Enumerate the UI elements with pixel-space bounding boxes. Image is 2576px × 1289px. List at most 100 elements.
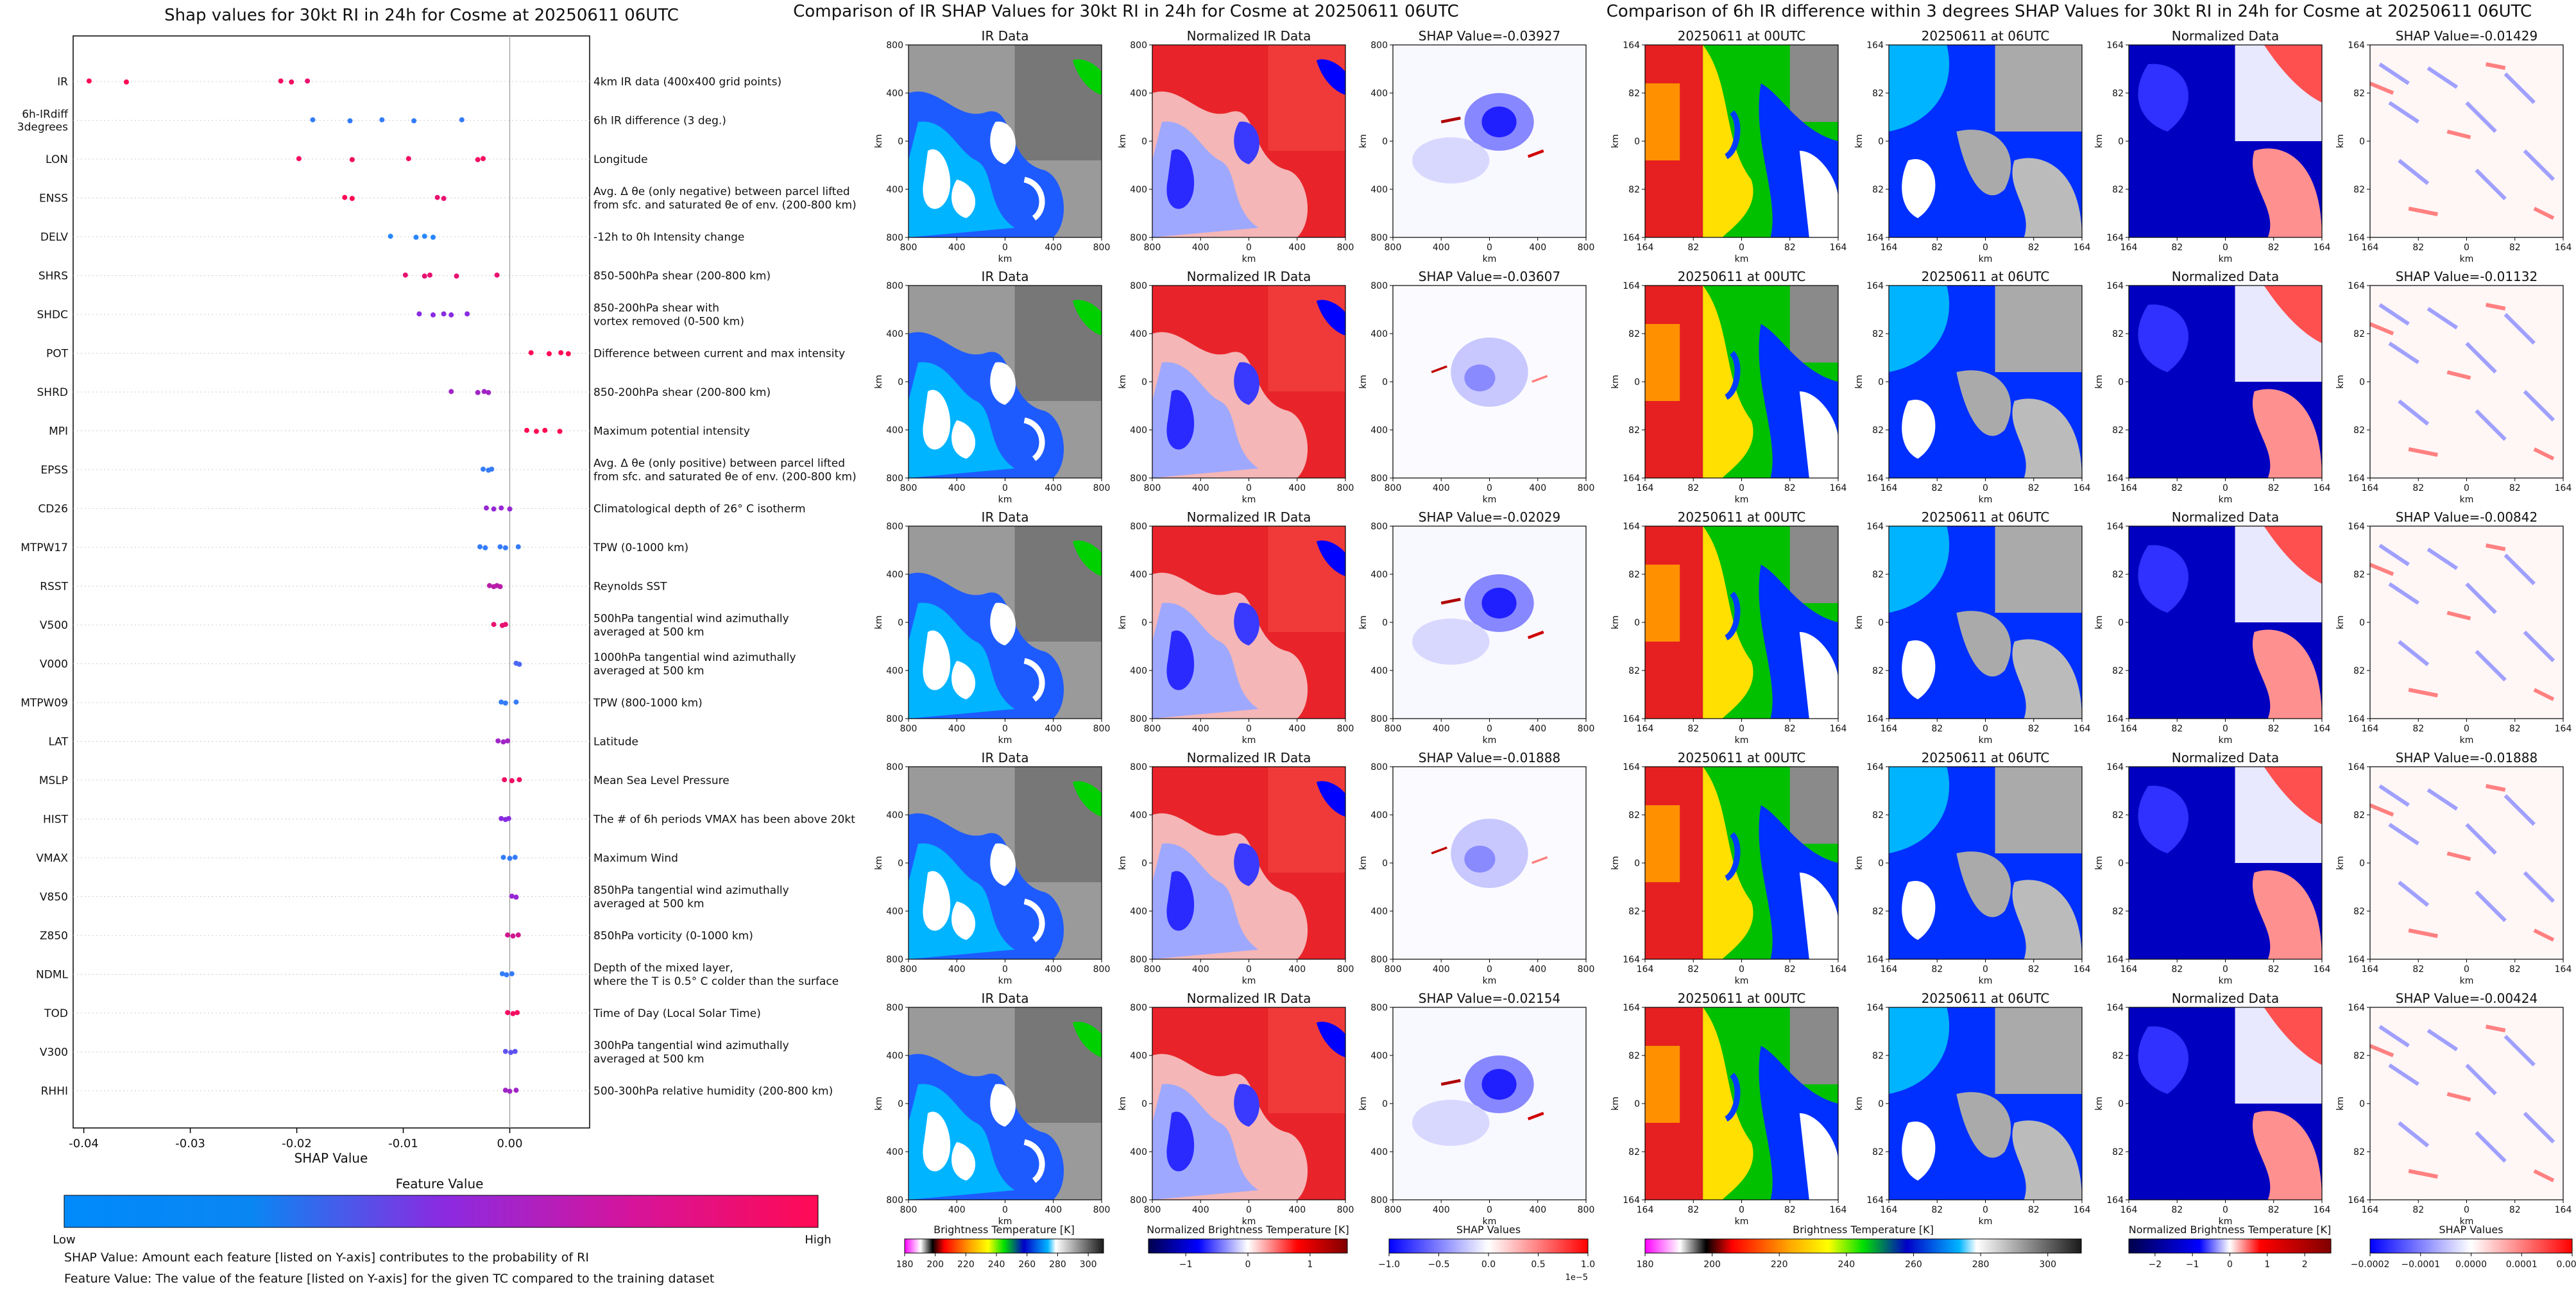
heatmap-image bbox=[2369, 525, 2564, 719]
panel-title: IR Data bbox=[982, 991, 1029, 1006]
irdiff-panel-grid: 20250611 at 00UTC 164 82 0 82 164 km 164 82 0 82 16… bbox=[1610, 28, 2572, 1227]
heatmap-image bbox=[2369, 44, 2564, 238]
shap-point bbox=[513, 1088, 519, 1093]
ir-panel: SHAP Value=-0.01888 800 400 0 400 800 km 800 400… bbox=[1358, 750, 1594, 986]
shap-point bbox=[486, 583, 492, 588]
x-tick-label: 164 bbox=[2362, 243, 2379, 253]
x-tick-label: 800 bbox=[1385, 483, 1402, 493]
shap-point bbox=[422, 234, 427, 239]
irdiff-panel: 20250611 at 06UTC 164 82 0 82 164 km 164 82 0 82 16… bbox=[1854, 269, 2090, 505]
x-tick-label: 164 bbox=[2074, 964, 2091, 975]
x-tick-label: 400 bbox=[1529, 964, 1546, 975]
y-tick-label: 400 bbox=[1370, 907, 1388, 917]
x-tick-label: 400 bbox=[1045, 483, 1062, 493]
y-tick-label: 164 bbox=[1623, 281, 1640, 291]
colorbar-tick-label: 0 bbox=[1245, 1259, 1251, 1270]
y-tick-label: 82 bbox=[1872, 425, 1884, 436]
x-tick-label: 0 bbox=[1739, 724, 1744, 734]
y-tick-label: 164 bbox=[2106, 762, 2124, 773]
y-tick-label: 0 bbox=[1382, 377, 1388, 388]
y-tick-label: 82 bbox=[2353, 907, 2365, 917]
y-tick-label: 82 bbox=[1628, 810, 1640, 821]
y-axis-label: km bbox=[1118, 134, 1128, 148]
x-axis-label: km bbox=[1979, 1216, 1993, 1227]
x-tick-label: 164 bbox=[1881, 243, 1898, 253]
feature-description: 850hPa tangential wind azimuthally bbox=[593, 884, 789, 897]
shap-point bbox=[441, 311, 447, 317]
x-axis-label: km bbox=[998, 254, 1012, 264]
y-tick-label: 164 bbox=[1866, 474, 1884, 484]
feature-code-label: IR bbox=[57, 76, 68, 89]
y-tick-label: 0 bbox=[898, 858, 903, 869]
y-tick-label: 82 bbox=[2353, 1051, 2365, 1061]
y-tick-label: 400 bbox=[1370, 329, 1388, 339]
colorbar-tick-label: 0.0002 bbox=[2557, 1259, 2576, 1270]
shap-point bbox=[515, 1010, 520, 1016]
y-axis-label: km bbox=[1358, 134, 1369, 148]
x-tick-label: 82 bbox=[1687, 724, 1699, 734]
y-tick-label: 400 bbox=[1370, 666, 1388, 676]
y-tick-label: 800 bbox=[1370, 40, 1388, 51]
y-tick-label: 400 bbox=[886, 1147, 903, 1157]
shap-point bbox=[499, 699, 504, 705]
panel-title: 20250611 at 06UTC bbox=[1922, 269, 2050, 284]
y-tick-label: 400 bbox=[1130, 329, 1147, 339]
x-tick-label: 82 bbox=[1687, 1205, 1699, 1215]
y-tick-label: 82 bbox=[2112, 570, 2124, 580]
shap-point bbox=[509, 778, 515, 783]
x-tick-label: 164 bbox=[2314, 1205, 2331, 1215]
colorbar-label: SHAP Values bbox=[1456, 1224, 1521, 1236]
shap-point bbox=[494, 272, 500, 278]
x-tick-label: 800 bbox=[900, 964, 917, 975]
y-tick-label: 164 bbox=[1623, 233, 1640, 243]
x-tick-label: 400 bbox=[1192, 724, 1209, 734]
colorbar-tick-label: 0.0000 bbox=[2455, 1259, 2487, 1270]
x-tick-label: 164 bbox=[2074, 243, 2091, 253]
feature-rows: IR 4km IR data (400x400 grid points) 6h-IR… bbox=[17, 76, 857, 1098]
ir-panel: IR Data 800 400 0 400 800 km 800 400 0 400 800 km bbox=[874, 750, 1110, 986]
y-tick-label: 400 bbox=[1130, 185, 1147, 195]
colorbar-label: Brightness Temperature [K] bbox=[1793, 1224, 1934, 1236]
colorbar-tick-label: 1 bbox=[2264, 1259, 2270, 1270]
heatmap-image bbox=[1392, 285, 1587, 479]
heatmap-image bbox=[908, 525, 1102, 719]
heatmap-image bbox=[908, 766, 1102, 960]
x-tick-label: 0 bbox=[1739, 964, 1744, 975]
x-tick-label: 0 bbox=[2464, 483, 2469, 493]
shap-point bbox=[510, 933, 516, 939]
y-tick-label: 82 bbox=[2353, 185, 2365, 195]
x-tick-label: 164 bbox=[2362, 724, 2379, 734]
y-axis-label: km bbox=[1358, 1097, 1369, 1111]
y-tick-label: 800 bbox=[1130, 474, 1147, 484]
x-tick-label: 0 bbox=[2464, 964, 2469, 975]
shap-point bbox=[507, 855, 513, 861]
x-tick-label: 800 bbox=[1385, 964, 1402, 975]
y-tick-label: 164 bbox=[2348, 40, 2365, 51]
y-tick-label: 82 bbox=[2353, 1147, 2365, 1157]
shap-point bbox=[431, 234, 436, 240]
x-tick-label: 164 bbox=[1637, 483, 1654, 493]
panel-title: 20250611 at 00UTC bbox=[1678, 750, 1806, 765]
feature-code-label: CD26 bbox=[38, 503, 68, 516]
y-tick-label: 82 bbox=[1628, 666, 1640, 676]
feature-description: Mean Sea Level Pressure bbox=[593, 774, 729, 787]
shap-point bbox=[502, 545, 508, 551]
x-tick-label: 0 bbox=[1983, 964, 1988, 975]
y-axis-label: km bbox=[1854, 1097, 1864, 1111]
y-tick-label: 400 bbox=[886, 570, 903, 580]
irdiff-panel: 20250611 at 06UTC 164 82 0 82 164 km 164 82 0 82 16… bbox=[1854, 750, 2090, 986]
shap-point bbox=[481, 466, 486, 472]
y-axis-label: km bbox=[1610, 375, 1621, 389]
x-axis-label: km bbox=[2219, 735, 2233, 746]
x-tick-label: 800 bbox=[1578, 1205, 1595, 1215]
y-tick-label: 164 bbox=[2106, 281, 2124, 291]
shap-point bbox=[347, 118, 353, 124]
y-tick-label: 800 bbox=[1370, 1003, 1388, 1013]
shap-point bbox=[491, 506, 497, 512]
y-tick-label: 164 bbox=[1866, 762, 1884, 773]
panel-title: SHAP Value=-0.01132 bbox=[2396, 269, 2538, 284]
panel-title: 20250611 at 00UTC bbox=[1678, 509, 1806, 525]
heatmap-image bbox=[908, 1007, 1102, 1200]
y-tick-label: 0 bbox=[2118, 377, 2124, 388]
